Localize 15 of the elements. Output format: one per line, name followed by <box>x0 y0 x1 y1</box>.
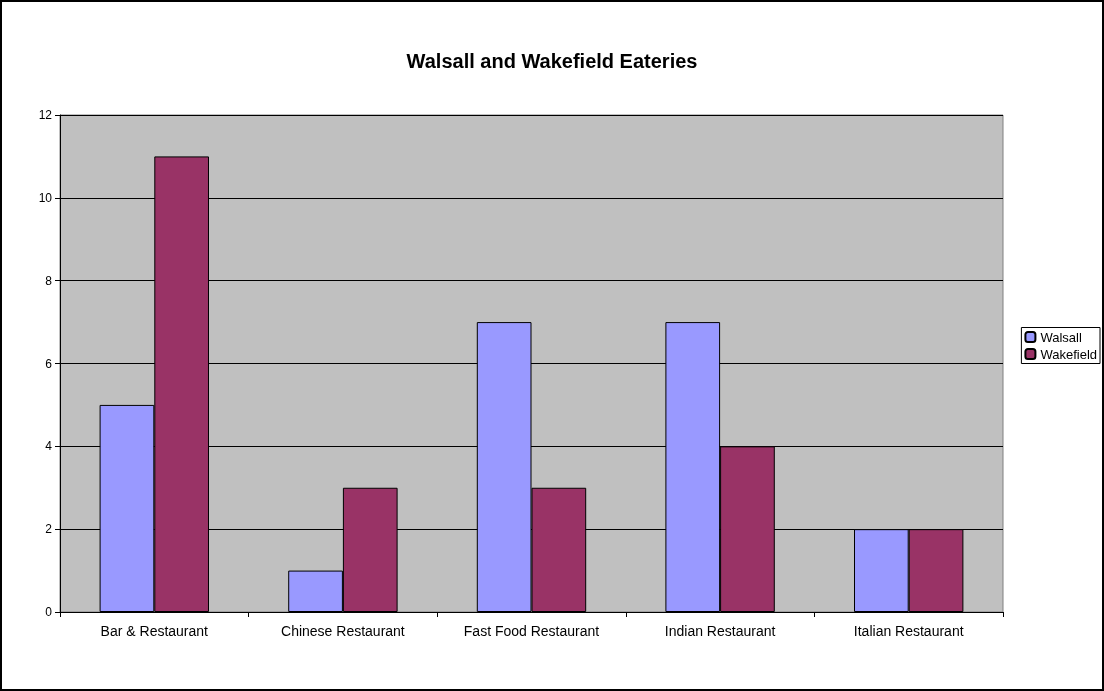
x-tick-label: Italian Restaurant <box>853 623 964 639</box>
y-tick-label: 10 <box>38 190 53 205</box>
y-tick-label: 0 <box>45 605 53 619</box>
chart-title: Walsall and Wakefield Eateries <box>406 50 698 72</box>
legend-label: Walsall <box>1040 329 1082 345</box>
y-tick-label: 12 <box>38 108 53 122</box>
y-tick-label: 6 <box>45 356 53 371</box>
legend-label: Wakefield <box>1040 346 1098 362</box>
x-tick-label: Indian Restaurant <box>664 623 776 639</box>
y-tick-label: 2 <box>45 522 53 537</box>
x-tick-label: Chinese Restaurant <box>281 623 405 639</box>
x-tick-label: Fast Food Restaurant <box>463 623 600 639</box>
y-tick-label: 4 <box>45 439 53 454</box>
x-tick-label: Bar & Restaurant <box>100 623 209 639</box>
y-tick-label: 8 <box>45 273 53 288</box>
